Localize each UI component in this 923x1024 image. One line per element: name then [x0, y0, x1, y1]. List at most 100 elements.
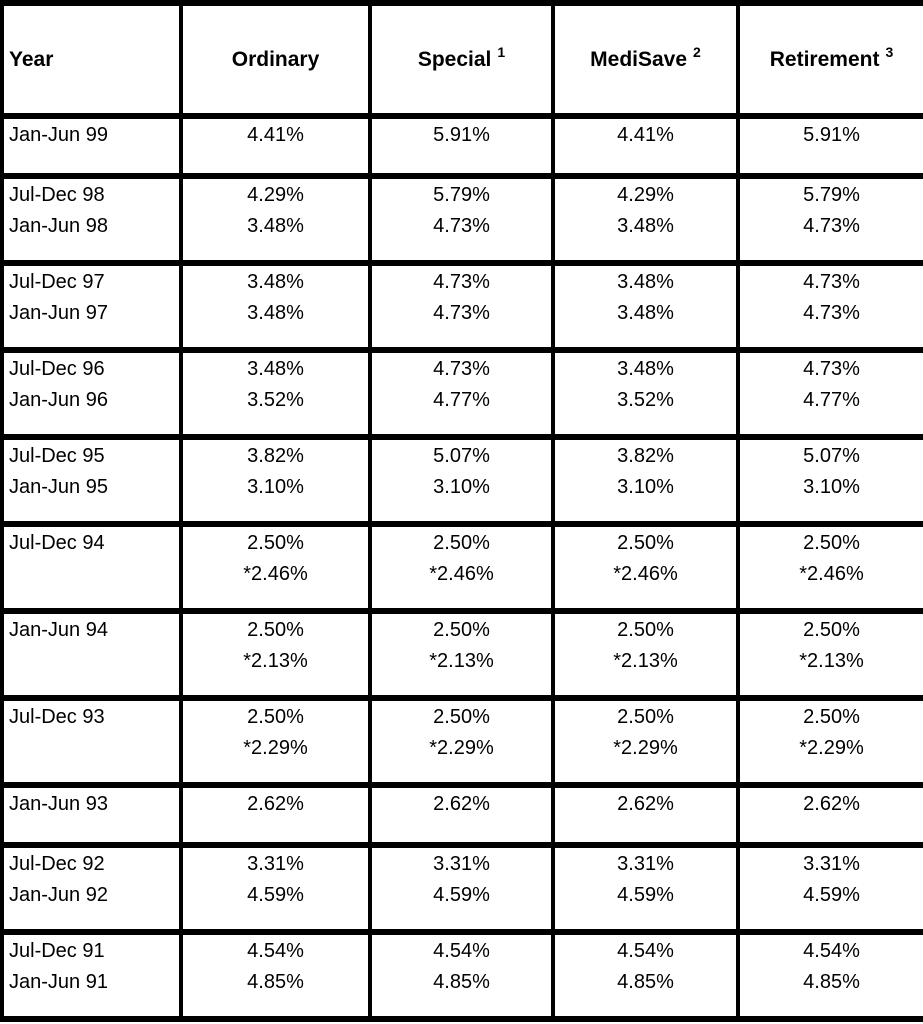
rate-value: 3.31% [617, 853, 674, 875]
period-label: Jul-Dec 96 [9, 358, 105, 380]
rate-cell: 3.48% 3.48% [179, 260, 372, 353]
table-body: Jan-Jun 99 4.41% 5.91% 4.41% 5.91% Jul-Dec 98… [0, 113, 923, 1022]
header-row: Year Ordinary Special 1 MediSave 2 Retirem… [0, 0, 923, 119]
column-header-label: MediSave [590, 47, 688, 71]
column-header-superscript: 2 [693, 43, 701, 60]
rate-value: 3.48% [247, 215, 304, 237]
period-label: Jan-Jun 96 [9, 389, 108, 411]
rate-value: 5.91% [433, 124, 490, 146]
rate-value: 3.52% [617, 389, 674, 411]
rate-value: 3.82% [617, 445, 674, 467]
rate-cell: 5.79% 4.73% [736, 173, 923, 266]
rate-value: *2.29% [429, 737, 494, 759]
rate-value: 4.73% [433, 302, 490, 324]
rate-cell: 4.54% 4.85% [736, 929, 923, 1022]
rate-value: 3.10% [803, 476, 860, 498]
column-header-label: Retirement [769, 47, 880, 71]
rate-value: 4.59% [247, 884, 304, 906]
period-cell: Jul-Dec 97 Jan-Jun 97 [0, 260, 183, 353]
rate-cell: 2.50% *2.29% [368, 695, 555, 788]
period-cell: Jan-Jun 93 [0, 782, 183, 848]
rate-value: 4.73% [803, 358, 860, 380]
column-header-superscript: 3 [885, 43, 894, 60]
rate-cell: 4.29% 3.48% [551, 173, 740, 266]
column-header-ordinary: Ordinary [179, 0, 372, 119]
rate-cell: 5.07% 3.10% [368, 434, 555, 527]
rate-value: 4.54% [247, 940, 304, 962]
rate-value: 5.91% [803, 124, 860, 146]
rate-value: 4.73% [433, 358, 490, 380]
rate-value: 4.54% [803, 940, 860, 962]
rate-value: *2.13% [799, 650, 864, 672]
rate-value: 4.54% [617, 940, 674, 962]
period-cell: Jan-Jun 99 [0, 113, 183, 179]
rate-value: 2.50% [433, 706, 490, 728]
rate-value: *2.29% [613, 737, 678, 759]
rate-value: 4.41% [617, 124, 674, 146]
rate-cell: 4.54% 4.85% [551, 929, 740, 1022]
rate-value: *2.46% [799, 563, 864, 585]
rate-value: 2.62% [803, 793, 860, 815]
period-label: Jan-Jun 99 [9, 124, 108, 146]
rate-cell: 4.54% 4.85% [368, 929, 555, 1022]
rate-value: 2.50% [803, 532, 860, 554]
table-row: Jul-Dec 97 Jan-Jun 97 3.48% 3.48% 4.73% 4.73%… [0, 260, 923, 353]
rate-value: 3.48% [617, 215, 674, 237]
rate-cell: 4.73% 4.77% [736, 347, 923, 440]
table-row: Jul-Dec 93 2.50% *2.29% 2.50% *2.29% 2.50% *2.… [0, 695, 923, 788]
rate-cell: 3.82% 3.10% [551, 434, 740, 527]
rate-value: 4.59% [617, 884, 674, 906]
table-row: Jan-Jun 94 2.50% *2.13% 2.50% *2.13% 2.50% *2.… [0, 608, 923, 701]
rate-value: 4.73% [433, 215, 490, 237]
period-cell: Jul-Dec 93 [0, 695, 183, 788]
rate-value: 3.48% [247, 358, 304, 380]
period-label: Jul-Dec 98 [9, 184, 105, 206]
rate-cell: 3.82% 3.10% [179, 434, 372, 527]
rate-cell: 5.91% [368, 113, 555, 179]
period-label: Jul-Dec 97 [9, 271, 105, 293]
period-label: Jan-Jun 97 [9, 302, 108, 324]
rate-cell: 5.91% [736, 113, 923, 179]
rate-cell: 2.62% [179, 782, 372, 848]
rate-value: 3.82% [247, 445, 304, 467]
rate-value: *2.46% [429, 563, 494, 585]
rate-value: 5.07% [803, 445, 860, 467]
rate-cell: 3.31% 4.59% [736, 842, 923, 935]
rate-value: 5.79% [433, 184, 490, 206]
column-header-year: Year [0, 0, 183, 119]
rate-value: 2.62% [433, 793, 490, 815]
rate-value: 3.31% [803, 853, 860, 875]
table-row: Jan-Jun 93 2.62% 2.62% 2.62% 2.62% [0, 782, 923, 848]
rate-cell: 4.41% [179, 113, 372, 179]
rate-value: 3.48% [617, 358, 674, 380]
rate-value: 2.50% [617, 532, 674, 554]
rate-cell: 2.50% *2.13% [736, 608, 923, 701]
rate-value: 2.62% [617, 793, 674, 815]
period-cell: Jul-Dec 94 [0, 521, 183, 614]
rate-value: 2.50% [803, 706, 860, 728]
period-label: Jul-Dec 91 [9, 940, 105, 962]
rate-cell: 5.79% 4.73% [368, 173, 555, 266]
rate-cell: 2.50% *2.29% [551, 695, 740, 788]
rate-value: 4.77% [433, 389, 490, 411]
rate-value: 4.77% [803, 389, 860, 411]
rate-cell: 2.50% *2.13% [368, 608, 555, 701]
rate-value: 3.10% [617, 476, 674, 498]
column-header-superscript: 1 [497, 43, 506, 60]
rate-cell: 3.48% 3.48% [551, 260, 740, 353]
rate-value: 5.07% [433, 445, 490, 467]
table-row: Jul-Dec 94 2.50% *2.46% 2.50% *2.46% 2.50% *2.… [0, 521, 923, 614]
period-label: Jan-Jun 95 [9, 476, 108, 498]
rate-value: 2.50% [803, 619, 860, 641]
rate-cell: 4.41% [551, 113, 740, 179]
rate-cell: 5.07% 3.10% [736, 434, 923, 527]
rate-value: 4.73% [803, 302, 860, 324]
rate-value: *2.29% [243, 737, 308, 759]
rate-value: 4.73% [803, 215, 860, 237]
rate-value: 2.50% [433, 619, 490, 641]
rate-value: 3.48% [617, 302, 674, 324]
rate-value: 3.31% [433, 853, 490, 875]
rate-value: 4.29% [247, 184, 304, 206]
rate-value: *2.46% [613, 563, 678, 585]
rate-value: 4.85% [617, 971, 674, 993]
